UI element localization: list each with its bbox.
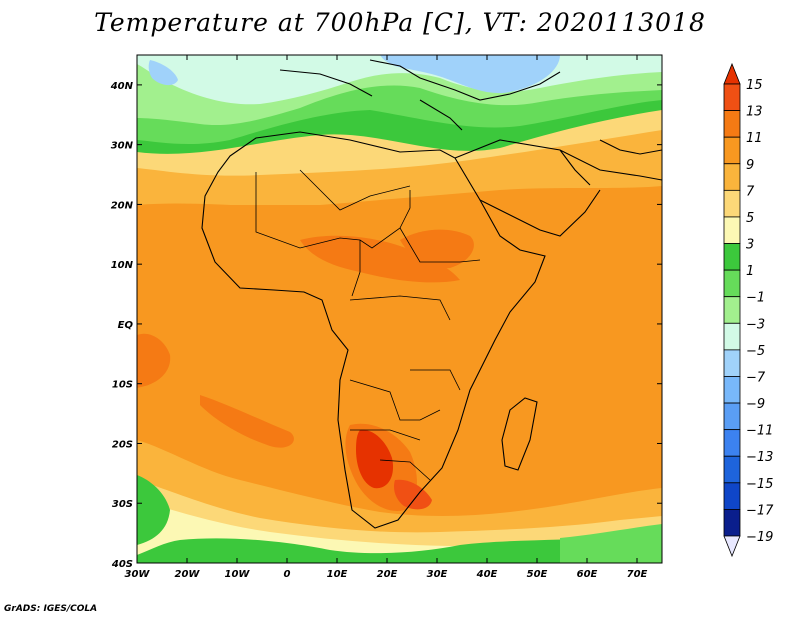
colorbar-bottom-arrow	[723, 535, 741, 558]
colorbar-label: 15	[746, 78, 763, 93]
colorbar-label: −9	[746, 397, 765, 412]
temperature-field	[137, 55, 662, 563]
lat-tick-label: 40N	[110, 81, 134, 92]
colorbar-label: 5	[746, 211, 754, 226]
colorbar-swatch	[723, 376, 741, 404]
lon-tick-label: 60E	[577, 569, 598, 580]
colorbar-swatch	[723, 136, 741, 165]
colorbar-label: −1	[746, 291, 765, 306]
lon-tick-label: 30W	[125, 569, 151, 580]
colorbar-label: −17	[746, 503, 774, 518]
colorbar-swatch	[723, 429, 741, 457]
colorbar-swatch	[723, 402, 741, 431]
colorbar-label: 9	[746, 158, 754, 173]
colorbar-label: 7	[746, 184, 755, 199]
lon-tick-label: 70E	[627, 569, 648, 580]
colorbar-swatch	[723, 349, 741, 377]
lon-tick-label: 0	[284, 569, 291, 580]
colorbar-label: −15	[746, 477, 773, 492]
lon-tick-label: 10E	[327, 569, 348, 580]
colorbar-top-arrow	[723, 62, 741, 85]
colorbar-swatch	[723, 296, 741, 324]
colorbar-swatch	[723, 216, 741, 244]
lon-tick-label: 20E	[377, 569, 398, 580]
lon-tick-label: 20W	[175, 569, 201, 580]
colorbar-label: 1	[746, 264, 754, 279]
lat-tick-label: EQ	[118, 320, 134, 331]
colorbar-label: 11	[746, 131, 763, 146]
colorbar-label: −11	[746, 424, 773, 439]
colorbar-swatch	[723, 322, 741, 351]
colorbar-label: −3	[746, 317, 765, 332]
lon-tick-label: 40E	[476, 569, 498, 580]
lon-tick-label: 50E	[527, 569, 548, 580]
colorbar-swatch	[723, 482, 741, 510]
lat-tick-label: 40S	[111, 559, 133, 570]
lat-tick-label: 30N	[111, 141, 134, 152]
colorbar: 15 13 11 9 7 5 3 1 −1 −3 −5 −7 −9 −11 −13 −15 −17 −19	[723, 62, 774, 558]
lat-tick-label: 10S	[112, 380, 133, 391]
longitude-axis: 30W 20W 10W 0 10E 20E 30E 40E 50E 60E 70E	[125, 55, 648, 580]
grads-credit: GrADS: IGES/COLA	[4, 604, 98, 614]
lat-tick-label: 10N	[111, 260, 134, 271]
plot-frame	[136, 54, 663, 564]
colorbar-label: −13	[746, 450, 773, 465]
lat-tick-label: 30S	[112, 499, 133, 510]
colorbar-swatch	[723, 243, 741, 271]
colorbar-swatch	[723, 83, 741, 111]
page-title: Temperature at 700hPa [C], VT: 202011301…	[94, 8, 706, 37]
country-borders	[255, 169, 481, 481]
lon-tick-label: 30E	[427, 569, 448, 580]
colorbar-swatch	[723, 269, 741, 298]
lat-tick-label: 20N	[111, 200, 134, 211]
colorbar-label: 13	[746, 105, 763, 120]
colorbar-swatch	[723, 509, 741, 537]
colorbar-label: 3	[746, 238, 754, 253]
colorbar-swatch	[723, 189, 741, 218]
latitude-axis: 40N 30N 20N 10N EQ 10S 20S 30S 40S	[110, 81, 662, 570]
colorbar-swatch	[723, 110, 741, 138]
colorbar-label: −5	[746, 344, 765, 359]
coastline	[201, 59, 662, 529]
colorbar-label: −19	[746, 530, 773, 545]
colorbar-swatch	[723, 163, 741, 191]
lon-tick-label: 10W	[225, 569, 251, 580]
lat-tick-label: 20S	[112, 439, 133, 450]
colorbar-swatch	[723, 455, 741, 484]
colorbar-label: −7	[746, 370, 766, 385]
